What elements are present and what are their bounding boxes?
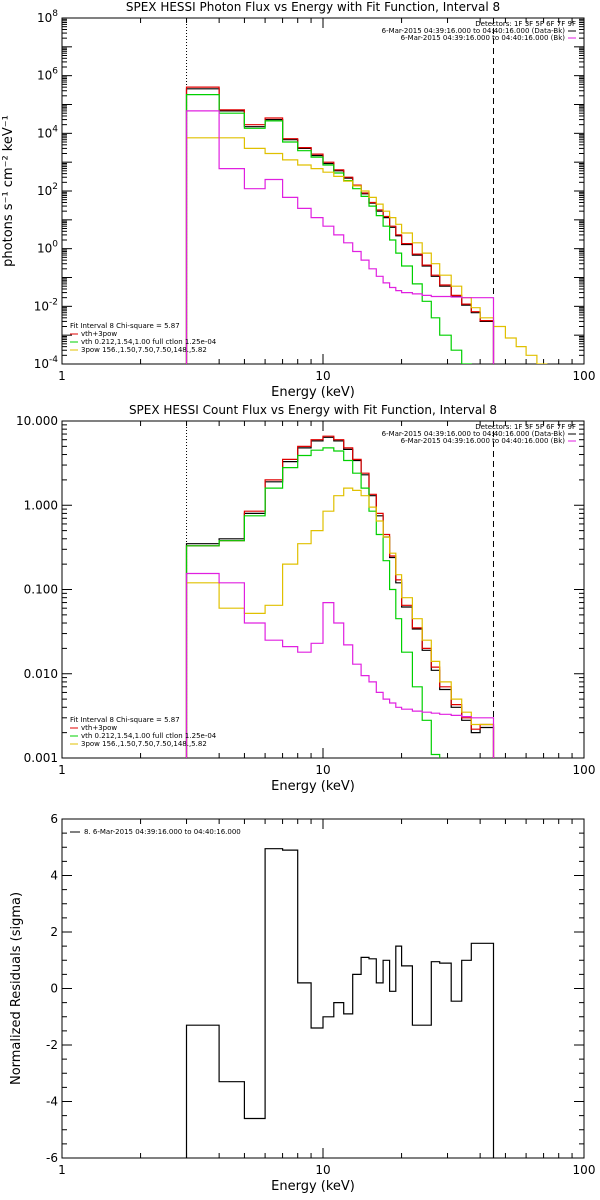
y-tick-label: -2	[46, 1038, 58, 1052]
series-line-bk	[185, 110, 495, 364]
fit-legend-entry: Fit Interval 8 Chi-square = 5.87	[70, 322, 180, 330]
series-line-3pow	[185, 487, 495, 758]
y-tick-label: 0.010	[24, 667, 58, 681]
series-line-vth	[185, 447, 441, 758]
x-tick-label: 100	[573, 763, 596, 777]
photon-flux-panel: 1 10 100 10-4 10-2 100 102 104 106 108 SPEX HESSI …	[1, 0, 595, 400]
fit-legend-entry: vth+3pow	[81, 330, 117, 338]
y-tick-label: 108	[37, 9, 58, 25]
series-group	[185, 86, 548, 364]
y-tick-label: 100	[37, 240, 58, 256]
y-tick-label: -4	[46, 1095, 58, 1109]
y-axis-label: Normalized Residuals (sigma)	[9, 892, 24, 1085]
y-tick-label: 0.001	[24, 751, 58, 765]
series-line-3pow	[185, 137, 548, 364]
y-tick-label: 2	[50, 925, 58, 939]
series-group	[185, 435, 495, 758]
legend-entry: 6-Mar-2015 04:39:16.000 to 04:40:16.000 …	[401, 34, 566, 42]
x-tick-label: 1	[58, 1163, 66, 1177]
fit-legend-entry: vth+3pow	[81, 724, 117, 732]
fit-legend-entry: 3pow 156.,1.50,7.50,7.50,148.,5.82	[81, 346, 207, 354]
series-line-vth-3pow	[185, 435, 495, 758]
y-tick-label: 10-2	[34, 297, 58, 313]
x-tick-label: 10	[315, 763, 330, 777]
plot-frame	[61, 420, 585, 759]
y-tick-label: 10-4	[34, 355, 59, 371]
x-axis-label: Energy (keV)	[271, 385, 355, 400]
fit-legend-entry: Fit Interval 8 Chi-square = 5.87	[70, 716, 180, 724]
series-line-data-bk	[185, 88, 495, 364]
fit-legend-entry: vth 0.212,1.54,1.00 full ctlon 1.25e-04	[81, 732, 217, 740]
series-line-bk	[185, 572, 495, 758]
x-axis-label: Energy (keV)	[271, 779, 355, 794]
y-tick-label: 6	[50, 812, 58, 826]
y-tick-label: -6	[46, 1151, 58, 1165]
y-tick-label: 102	[37, 182, 58, 198]
x-tick-label: 1	[58, 763, 66, 777]
x-tick-label: 100	[573, 1163, 596, 1177]
x-axis-label: Energy (keV)	[271, 1179, 355, 1194]
legend-entry: 6-Mar-2015 04:39:16.000 to 04:40:16.000 …	[382, 27, 566, 35]
y-tick-label: 106	[37, 67, 58, 83]
residuals-panel: 1 10 100 -6 -4 -2 0 2 4 6 Energy (keV) Normalized R…	[9, 812, 595, 1194]
legend-entry: 6-Mar-2015 04:39:16.000 to 04:40:16.000 …	[382, 430, 566, 438]
x-tick-label: 10	[315, 369, 330, 383]
plot-frame	[61, 818, 585, 1159]
y-tick-label: 1.000	[24, 498, 58, 512]
plot-frame	[61, 17, 585, 365]
x-tick-label: 100	[573, 369, 596, 383]
x-tick-label: 1	[58, 369, 66, 383]
count-flux-panel: 1 10 100 0.001 0.010 0.100 1.000 10.000 SPEX HES…	[16, 403, 596, 794]
y-tick-label: 0.100	[24, 583, 58, 597]
chart-title: SPEX HESSI Count Flux vs Energy with Fit…	[129, 403, 497, 417]
fit-legend-entry: 3pow 156.,1.50,7.50,7.50,148.,5.82	[81, 740, 207, 748]
x-tick-label: 10	[315, 1163, 330, 1177]
y-tick-label: 104	[37, 124, 58, 140]
y-tick-label: 0	[50, 982, 58, 996]
legend-entry: Detectors: 1F 3F 5F 6F 7F 9F	[475, 20, 576, 28]
legend-entry: 6-Mar-2015 04:39:16.000 to 04:40:16.000 …	[401, 437, 566, 445]
fit-legend-entry: vth 0.212,1.54,1.00 full ctlon 1.25e-04	[81, 338, 217, 346]
series-line-vth	[185, 94, 472, 364]
y-tick-label: 10.000	[16, 414, 58, 428]
series-line-vth-3pow	[185, 86, 495, 364]
legend-entry: Detectors: 1F 3F 5F 6F 7F 9F	[475, 423, 576, 431]
legend-entry: 8. 6-Mar-2015 04:39:16.000 to 04:40:16.0…	[84, 828, 241, 836]
series-group	[185, 848, 495, 1158]
y-axis-label: photons s⁻¹ cm⁻² keV⁻¹	[1, 115, 16, 267]
series-line-8-	[185, 848, 495, 1158]
chart-title: SPEX HESSI Photon Flux vs Energy with Fi…	[126, 0, 500, 14]
y-tick-label: 4	[50, 869, 58, 883]
